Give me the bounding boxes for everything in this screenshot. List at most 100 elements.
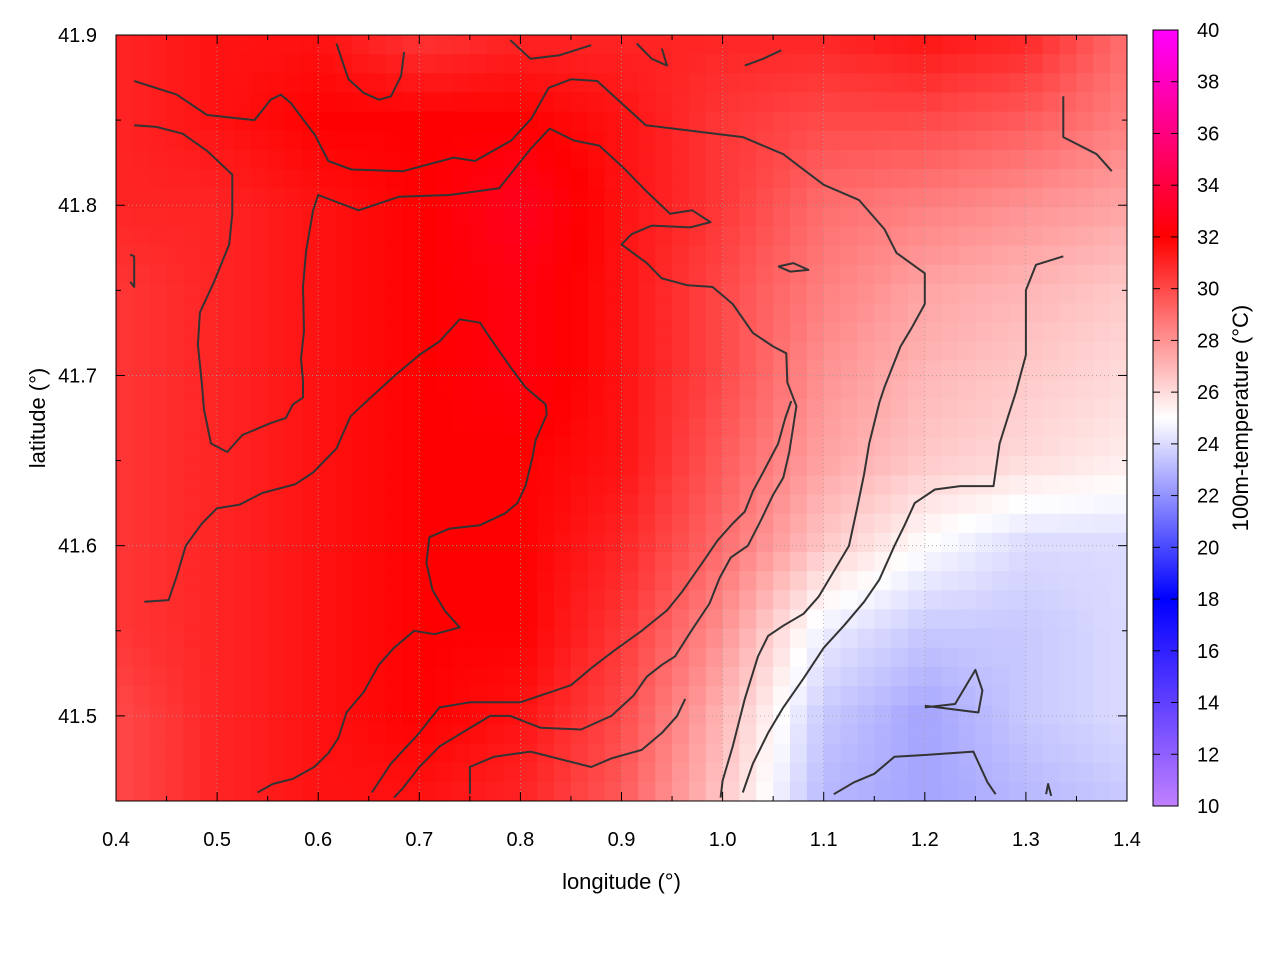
heatmap-cell [166, 762, 184, 783]
heatmap-cell [1076, 92, 1094, 113]
heatmap-cell [907, 360, 926, 381]
heatmap-cell [924, 35, 943, 55]
heatmap-cell [1076, 73, 1094, 94]
heatmap-cell [604, 245, 623, 266]
heatmap-cell [722, 398, 741, 419]
heatmap-cell [284, 322, 302, 342]
heatmap-cell [688, 724, 707, 745]
heatmap-cell [385, 398, 404, 419]
heatmap-cell [469, 628, 488, 649]
heatmap-cell [469, 379, 488, 400]
heatmap-cell [621, 762, 639, 783]
heatmap-cell [604, 379, 623, 400]
heatmap-cell [874, 475, 892, 496]
heatmap-cell [756, 92, 774, 113]
heatmap-cell [739, 647, 757, 668]
heatmap-cell [183, 781, 201, 801]
heatmap-cell [587, 226, 606, 247]
heatmap-cell [503, 781, 521, 801]
heatmap-cell [284, 245, 302, 266]
heatmap-cell [453, 494, 471, 515]
heatmap-cell [655, 379, 673, 400]
heatmap-cell [166, 686, 184, 706]
heatmap-cell [132, 188, 151, 208]
heatmap-cell [1009, 494, 1027, 515]
heatmap-cell [1059, 609, 1078, 630]
heatmap-cell [823, 149, 842, 170]
heatmap-cell [1059, 743, 1078, 764]
heatmap-cell [1042, 475, 1061, 496]
heatmap-cell [857, 628, 875, 649]
heatmap-cell [116, 149, 134, 170]
heatmap-cell [419, 647, 437, 668]
heatmap-cell [183, 494, 201, 515]
heatmap-cell [436, 609, 454, 630]
heatmap-cell [992, 92, 1010, 113]
heatmap-cell [233, 628, 252, 649]
heatmap-cell [1009, 743, 1027, 764]
x-tick-label: 0.7 [405, 829, 433, 851]
heatmap-cell [958, 743, 976, 764]
heatmap-cell [958, 207, 976, 228]
heatmap-cell [672, 35, 690, 55]
heatmap-cell [469, 762, 488, 783]
heatmap-cell [874, 207, 892, 228]
heatmap-cell [756, 283, 774, 304]
heatmap-cell [1009, 341, 1027, 362]
heatmap-cell [183, 341, 201, 362]
heatmap-cell [335, 341, 353, 362]
heatmap-cell [149, 303, 168, 323]
heatmap-cell [453, 628, 471, 649]
heatmap-cell [402, 437, 420, 457]
heatmap-cell [790, 303, 808, 323]
heatmap-cell [941, 379, 960, 400]
heatmap-cell [419, 418, 437, 438]
heatmap-cell [351, 475, 370, 496]
heatmap-cell [402, 360, 420, 381]
heatmap-cell [301, 781, 319, 801]
heatmap-cell [756, 188, 774, 208]
heatmap-cell [857, 552, 875, 572]
heatmap-cell [301, 532, 319, 553]
heatmap-cell [705, 762, 724, 783]
heatmap-cell [520, 686, 538, 706]
heatmap-cell [672, 379, 690, 400]
heatmap-cell [1110, 609, 1127, 630]
heatmap-cell [1076, 456, 1094, 477]
heatmap-cell [891, 283, 909, 304]
heatmap-cell [402, 781, 420, 801]
heatmap-cell [368, 609, 387, 630]
heatmap-cell [587, 73, 606, 94]
heatmap-cell [318, 571, 336, 591]
heatmap-cell [537, 264, 555, 285]
heatmap-cell [604, 188, 623, 208]
heatmap-cell [840, 762, 858, 783]
heatmap-cell [907, 418, 926, 438]
heatmap-cell [672, 283, 690, 304]
heatmap-cell [554, 456, 572, 477]
heatmap-cell [301, 494, 319, 515]
heatmap-cell [217, 418, 235, 438]
heatmap-cell [655, 130, 673, 151]
heatmap-cell [1076, 35, 1094, 55]
heatmap-cell [301, 686, 319, 706]
heatmap-cell [368, 456, 387, 477]
heatmap-cell [941, 398, 960, 419]
x-axis-label: longitude (°) [562, 869, 681, 894]
heatmap-cell [453, 226, 471, 247]
heatmap-cell [200, 226, 218, 247]
heatmap-cell [790, 207, 808, 228]
heatmap-cell [183, 647, 201, 668]
heatmap-cell [958, 590, 976, 611]
heatmap-cell [132, 437, 151, 457]
heatmap-cell [335, 647, 353, 668]
heatmap-cell [1042, 226, 1061, 247]
heatmap-cell [385, 475, 404, 496]
heatmap-cell [1110, 456, 1127, 477]
heatmap-cell [1042, 207, 1061, 228]
heatmap-cell [773, 188, 791, 208]
heatmap-cell [200, 781, 218, 801]
heatmap-cell [941, 532, 960, 553]
heatmap-cell [250, 494, 269, 515]
heatmap-cell [688, 360, 707, 381]
